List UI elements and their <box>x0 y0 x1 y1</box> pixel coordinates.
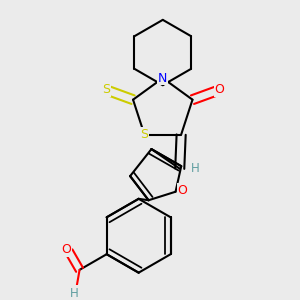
Text: O: O <box>178 184 188 197</box>
Text: N: N <box>158 72 167 85</box>
Text: H: H <box>70 287 79 300</box>
Text: H: H <box>191 162 200 175</box>
Text: O: O <box>214 83 224 97</box>
Text: S: S <box>140 128 148 141</box>
Text: S: S <box>102 83 110 97</box>
Text: O: O <box>62 244 72 256</box>
